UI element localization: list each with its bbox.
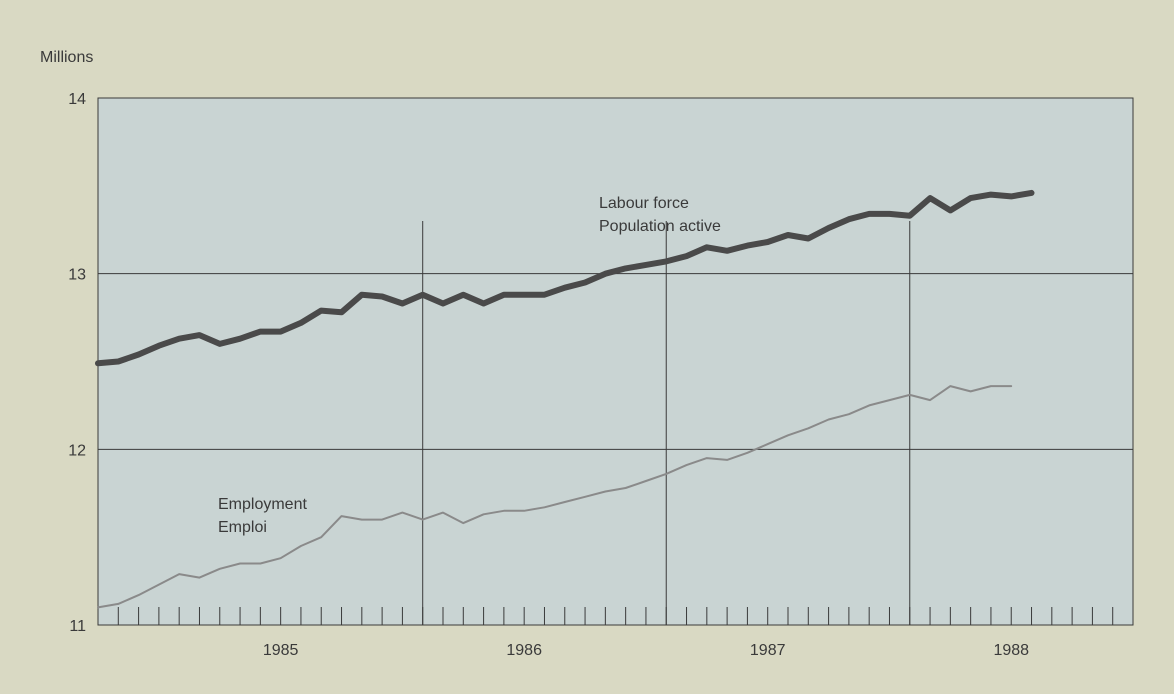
plot-area: 11 12 13 14 1985 1986 1987 1988 Labour force Popu… [68, 91, 1134, 659]
y-tick-label: 12 [68, 442, 86, 459]
x-tick-label: 1985 [263, 642, 299, 659]
x-tick-label: 1987 [750, 642, 786, 659]
y-tick-label: 13 [68, 267, 86, 284]
plot-background [97, 97, 1134, 626]
employment-line [97, 385, 1013, 609]
employment-series-label: Emploi [218, 519, 267, 536]
x-tick-label: 1986 [506, 642, 542, 659]
labour-force-series-label: Labour force [599, 195, 689, 212]
x-tick-label: 1988 [993, 642, 1029, 659]
y-axis-label: Millions [40, 49, 93, 66]
labour-force-line [95, 189, 1035, 367]
y-tick-label: 11 [69, 618, 86, 635]
employment-series-label: Employment [218, 496, 307, 513]
y-tick-label: 14 [68, 91, 86, 108]
labour-force-series-label: Population active [599, 218, 721, 235]
